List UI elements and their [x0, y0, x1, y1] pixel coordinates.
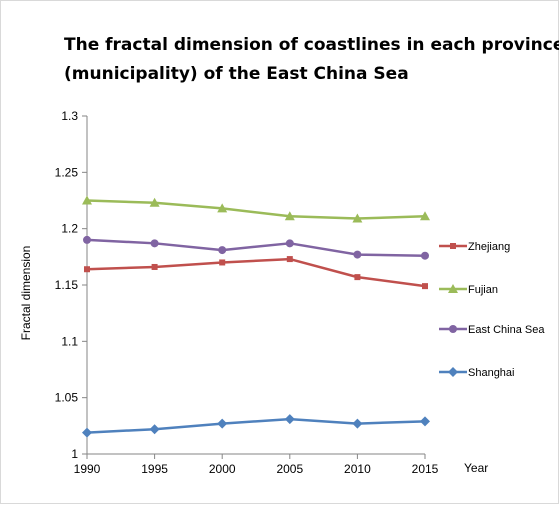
series-east-china-sea: [83, 235, 429, 260]
series-zhejiang: [84, 256, 428, 290]
data-point-shanghai: [284, 414, 295, 425]
data-point-east-china-sea: [150, 239, 159, 248]
data-point-zhejiang: [286, 256, 293, 263]
x-tick-label: 1990: [74, 462, 101, 476]
data-point-fujian: [420, 211, 430, 221]
legend-marker-fujian: [448, 284, 458, 293]
series-line-zhejiang: [86, 257, 426, 288]
series-line-shanghai: [86, 417, 426, 434]
y-tick-label: 1: [71, 447, 78, 461]
legend: Zhejiang Fujian East China Sea Shanghai: [439, 241, 545, 379]
x-axis-title: Year: [464, 461, 488, 475]
series-layer: [82, 195, 430, 438]
x-tick-label: 2010: [344, 462, 371, 476]
y-tick-label: 1.2: [61, 222, 78, 236]
chart-title-line-2: (municipality) of the East China Sea: [64, 64, 409, 84]
data-point-zhejiang: [84, 266, 90, 273]
legend-marker-shanghai: [448, 367, 458, 377]
data-point-shanghai: [217, 418, 228, 429]
data-point-fujian: [352, 213, 363, 223]
data-point-east-china-sea: [83, 235, 91, 244]
y-tick-label: 1.25: [55, 165, 79, 179]
series-shanghai: [82, 414, 430, 438]
data-point-fujian: [284, 211, 295, 221]
data-point-fujian: [149, 197, 160, 207]
series-line-east-china-sea: [86, 238, 426, 257]
data-point-east-china-sea: [218, 246, 227, 255]
legend-entry-fujian: Fujian: [439, 284, 498, 296]
data-point-shanghai: [149, 424, 160, 435]
data-point-east-china-sea: [285, 239, 294, 248]
y-tick-label: 1.05: [55, 391, 79, 405]
x-axis-ticks: 1990 1995 2000 2005 2010 2015: [74, 454, 439, 476]
legend-entry-zhejiang: Zhejiang: [439, 241, 510, 253]
x-tick-label: 2005: [276, 462, 303, 476]
legend-marker-zhejiang: [450, 243, 456, 249]
data-point-zhejiang: [354, 274, 361, 281]
data-point-shanghai: [82, 427, 92, 438]
y-axis-ticks: 1 1.05 1.1 1.15 1.2 1.25 1.3: [55, 109, 87, 461]
legend-entry-east-china-sea: East China Sea: [439, 324, 545, 336]
data-point-shanghai: [352, 418, 363, 429]
y-axis-title: Fractal dimension: [19, 246, 33, 341]
data-point-fujian: [82, 195, 92, 205]
y-tick-label: 1.15: [55, 278, 79, 292]
y-tick-label: 1.1: [61, 334, 78, 348]
legend-marker-east-china-sea: [449, 325, 457, 333]
data-point-east-china-sea: [421, 251, 429, 260]
data-point-zhejiang: [422, 283, 428, 290]
x-tick-label: 1995: [141, 462, 168, 476]
legend-entry-shanghai: Shanghai: [439, 367, 515, 379]
legend-label: East China Sea: [468, 324, 545, 336]
series-line-fujian: [86, 199, 426, 220]
legend-label: Fujian: [468, 284, 498, 296]
legend-label: Zhejiang: [468, 241, 510, 253]
data-point-fujian: [217, 203, 228, 213]
data-point-shanghai: [420, 416, 430, 427]
series-fujian: [82, 195, 430, 223]
x-tick-label: 2015: [412, 462, 439, 476]
chart-title-line-1: The fractal dimension of coastlines in e…: [64, 35, 559, 55]
x-tick-label: 2000: [209, 462, 236, 476]
data-point-east-china-sea: [353, 250, 362, 259]
data-point-zhejiang: [219, 259, 226, 266]
y-tick-label: 1.3: [61, 109, 78, 123]
data-point-zhejiang: [151, 263, 158, 270]
legend-label: Shanghai: [468, 367, 515, 379]
